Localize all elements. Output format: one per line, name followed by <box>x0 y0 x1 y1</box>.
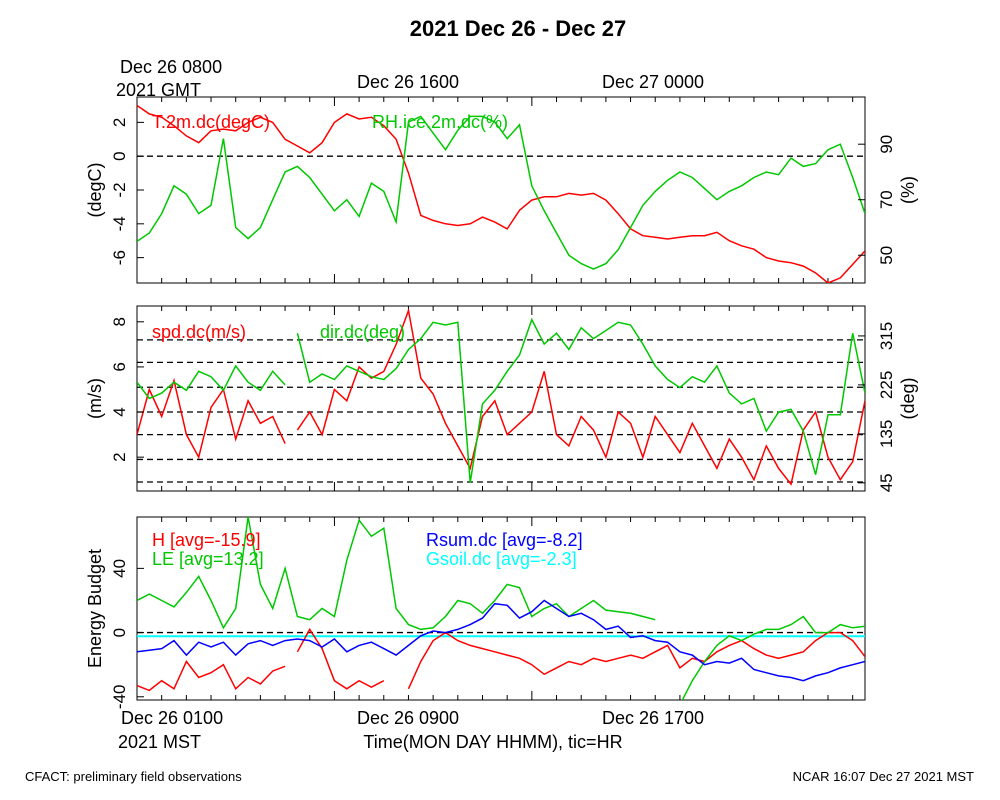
series-line-rsum-dc <box>137 599 865 682</box>
y-tick-label-right: 50 <box>877 246 896 265</box>
series-line-dir-dc-deg- <box>137 364 286 400</box>
y-tick-label-right: 135 <box>877 420 896 448</box>
y-axis-title-left: (m/s) <box>85 378 105 419</box>
bottom-axis-label-1: Dec 26 0900 <box>357 708 459 728</box>
chart-title: 2021 Dec 26 - Dec 27 <box>410 16 627 41</box>
bottom-axis-first-sub: 2021 MST <box>118 732 201 752</box>
y-tick-label-right: 45 <box>877 473 896 492</box>
series-line-h <box>137 660 286 692</box>
series-line-t-2m-dc-degc- <box>137 104 865 283</box>
y-tick-label-left: 40 <box>110 559 129 578</box>
x-axis-title: Time(MON DAY HHMM), tic=HR <box>363 732 622 752</box>
y-tick-label-right: 90 <box>877 135 896 154</box>
series-line-spd-dc-m-s- <box>137 377 286 460</box>
plot-frame <box>136 305 866 492</box>
series-line-le <box>681 615 865 700</box>
y-tick-label-left: -2 <box>110 182 129 197</box>
y-tick-label-right: 70 <box>877 190 896 209</box>
legend-temperature: T.2m.dc(degC) <box>152 112 270 132</box>
top-axis-first-label: Dec 26 0800 <box>120 57 222 77</box>
y-tick-label-left: 4 <box>110 407 129 416</box>
legend-gsoil: Gsoil.dc [avg=-2.3] <box>426 549 577 569</box>
y-axis-title-right: (deg) <box>898 377 918 419</box>
y-tick-label-left: -6 <box>110 250 129 265</box>
y-tick-label-right: 225 <box>877 371 896 399</box>
top-axis-label-2: Dec 27 0000 <box>602 72 704 92</box>
bottom-axis-label-2: Dec 26 1700 <box>602 708 704 728</box>
panel-temperature-humidity: -6 -4 -2 0 2 50 70 90 (degC) (%) T.2m.dc(degC) RH.i… <box>85 96 918 284</box>
legend-le: LE [avg=13.2] <box>152 549 264 569</box>
top-axis-first-sub: 2021 GMT <box>116 80 201 100</box>
legend-rsum: Rsum.dc [avg=-8.2] <box>426 530 583 550</box>
y-axis-title-left: (degC) <box>85 162 105 217</box>
legend-direction: dir.dc(deg) <box>320 322 405 342</box>
legend-humidity: RH.ice.2m.dc(%) <box>372 112 508 132</box>
series-line-spd-dc-m-s- <box>296 307 865 486</box>
y-tick-label-left: 2 <box>110 452 129 461</box>
footer-left: CFACT: preliminary field observations <box>25 769 242 784</box>
footer-right: NCAR 16:07 Dec 27 2021 MST <box>793 769 974 784</box>
series-line-h <box>296 627 385 690</box>
y-tick-label-left: 0 <box>110 151 129 160</box>
y-tick-label-left: -40 <box>110 685 129 710</box>
panel-energy-budget: -40 0 40 Energy Budget H [avg=-15.9]LE [avg=… <box>85 516 866 710</box>
y-axis-title-left: Energy Budget <box>85 549 105 668</box>
y-axis-title-right: (%) <box>898 176 918 204</box>
y-tick-label-left: 6 <box>110 362 129 371</box>
legend-h: H [avg=-15.9] <box>152 530 261 550</box>
panel-wind: 2 4 6 8 45 135 225 315 (m/s) (deg) spd.dc(m/s) dir.… <box>85 305 918 492</box>
series-line-dir-dc-deg- <box>296 317 865 483</box>
y-tick-label-left: -4 <box>110 216 129 231</box>
y-tick-label-left: 8 <box>110 317 129 326</box>
legend-speed: spd.dc(m/s) <box>152 322 246 342</box>
y-tick-label-right: 315 <box>877 322 896 350</box>
series-line-h <box>407 631 865 690</box>
plot-frame <box>136 516 866 701</box>
bottom-axis-first-label: Dec 26 0100 <box>121 708 223 728</box>
series-line-rh-ice-2m-dc- <box>137 115 865 270</box>
top-axis-label-1: Dec 26 1600 <box>357 72 459 92</box>
y-tick-label-left: 2 <box>110 118 129 127</box>
y-tick-label-left: 0 <box>110 628 129 637</box>
